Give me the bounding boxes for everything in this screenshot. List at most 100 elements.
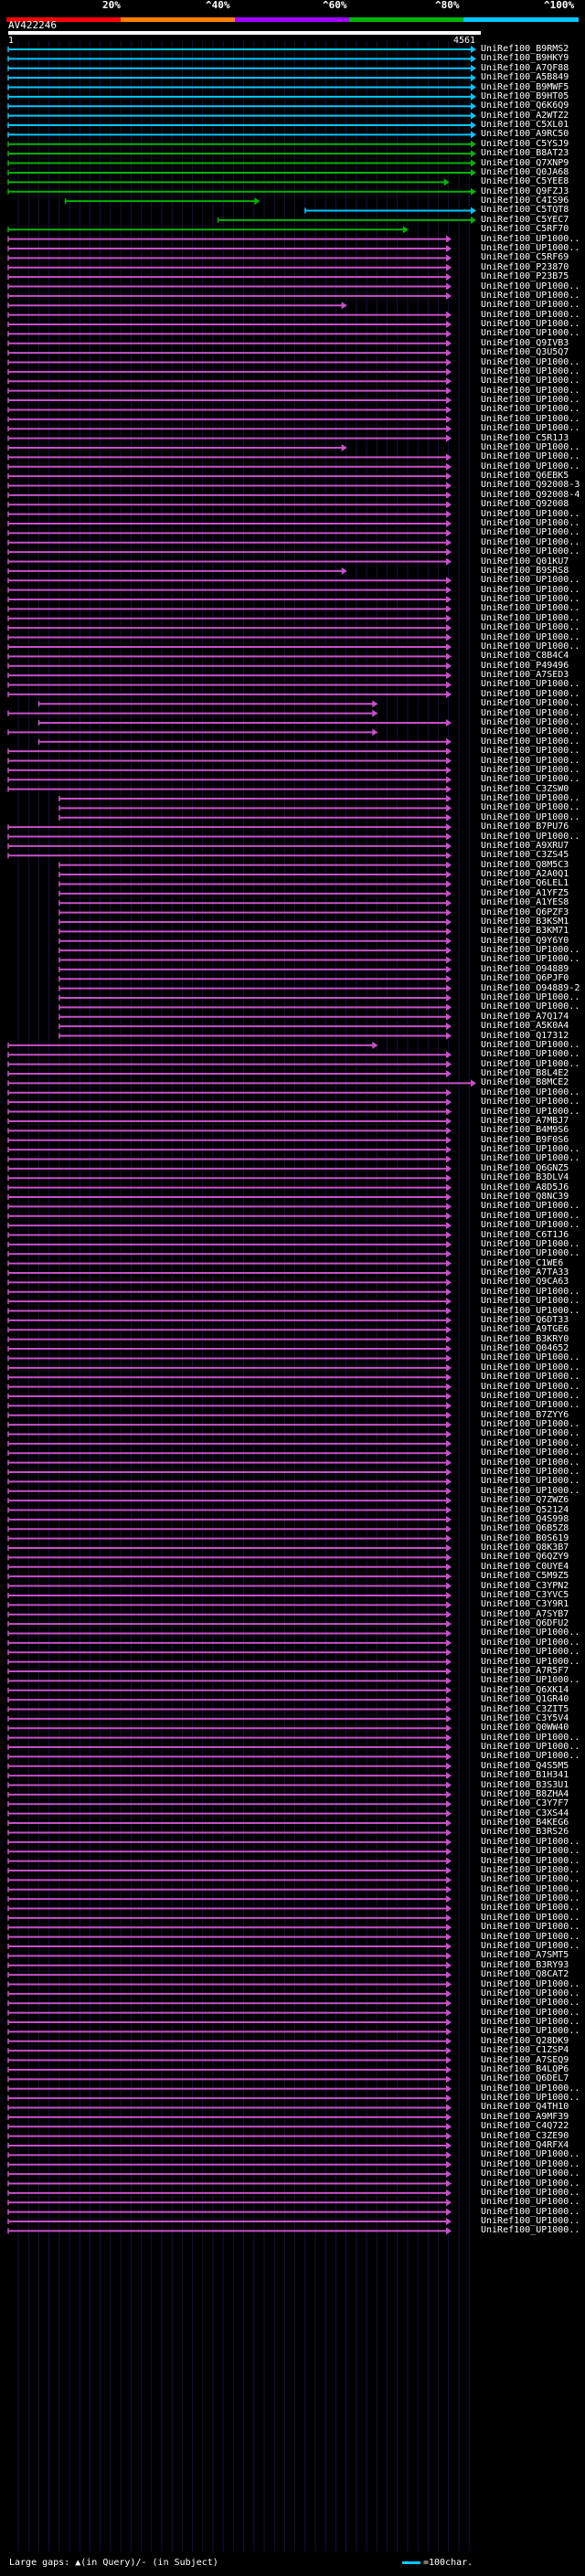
- hit-label[interactable]: UniRef100_A9TGE6: [481, 1324, 569, 1335]
- hit-label[interactable]: UniRef100_B8AT23: [481, 148, 569, 159]
- hit-label[interactable]: UniRef100_A9XRU7: [481, 840, 569, 851]
- hit-label[interactable]: UniRef100_UP1000..: [481, 1049, 580, 1060]
- hit-label[interactable]: UniRef100_Q8CAT2: [481, 1969, 569, 1980]
- hit-label[interactable]: UniRef100_UP1000..: [481, 716, 580, 727]
- hit-label[interactable]: UniRef100_Q8M5C3: [481, 859, 569, 870]
- hit-label[interactable]: UniRef100_A7QF88: [481, 62, 569, 73]
- hit-label[interactable]: UniRef100_UP1000..: [481, 1390, 580, 1401]
- hit-label[interactable]: UniRef100_UP1000..: [481, 1296, 580, 1307]
- hit-label[interactable]: UniRef100_Q6PZF3: [481, 906, 569, 917]
- hit-label[interactable]: UniRef100_Q28DK9: [481, 2035, 569, 2046]
- hit-label[interactable]: UniRef100_Q4S5M5: [481, 1760, 569, 1771]
- hit-label[interactable]: UniRef100_UP1000..: [481, 1627, 580, 1638]
- hit-label[interactable]: UniRef100_UP1000..: [481, 233, 580, 244]
- hit-label[interactable]: UniRef100_C3ZE90: [481, 2130, 569, 2141]
- hit-label[interactable]: UniRef100_UP1000..: [481, 1912, 580, 1923]
- hit-label[interactable]: UniRef100_UP1000..: [481, 2083, 580, 2094]
- hit-label[interactable]: UniRef100_A7SMT5: [481, 1950, 569, 1961]
- hit-label[interactable]: UniRef100_UP1000..: [481, 281, 580, 292]
- hit-label[interactable]: UniRef100_B8ZHA4: [481, 1788, 569, 1799]
- hit-label[interactable]: UniRef100_UP1000..: [481, 992, 580, 1002]
- hit-label[interactable]: UniRef100_A7SEQ9: [481, 2054, 569, 2065]
- hit-label[interactable]: UniRef100_UP1000..: [481, 1305, 580, 1316]
- hit-label[interactable]: UniRef100_C5TQT8: [481, 205, 569, 216]
- hit-label[interactable]: UniRef100_B4LQP6: [481, 2063, 569, 2074]
- hit-label[interactable]: UniRef100_B7PU76: [481, 822, 569, 832]
- hit-label[interactable]: UniRef100_UP1000..: [481, 1998, 580, 2009]
- hit-label[interactable]: UniRef100_A7SED3: [481, 670, 569, 681]
- hit-label[interactable]: UniRef100_B3RS26: [481, 1827, 569, 1838]
- hit-label[interactable]: UniRef100_C3Y9R1: [481, 1599, 569, 1610]
- hit-label[interactable]: UniRef100_UP1000..: [481, 1855, 580, 1866]
- hit-label[interactable]: UniRef100_UP1000..: [481, 2168, 580, 2179]
- hit-label[interactable]: UniRef100_Q7XNP9: [481, 157, 569, 168]
- hit-label[interactable]: UniRef100_B9F0S6: [481, 1134, 569, 1145]
- hit-label[interactable]: UniRef100_B9HKY9: [481, 53, 569, 64]
- hit-label[interactable]: UniRef100_C5RF70: [481, 224, 569, 235]
- hit-label[interactable]: UniRef100_A8D5J6: [481, 1182, 569, 1193]
- hit-label[interactable]: UniRef100_Q6GNZ5: [481, 1162, 569, 1173]
- hit-label[interactable]: UniRef100_Q6B5Z8: [481, 1523, 569, 1534]
- hit-label[interactable]: UniRef100_P23870: [481, 261, 569, 272]
- hit-label[interactable]: UniRef100_Q17312: [481, 1030, 569, 1041]
- hit-label[interactable]: UniRef100_C3ZSW0: [481, 783, 569, 794]
- hit-label[interactable]: UniRef100_UP1000..: [481, 584, 580, 595]
- hit-label[interactable]: UniRef100_C3YPN2: [481, 1580, 569, 1591]
- hit-label[interactable]: UniRef100_Q92008-4: [481, 489, 580, 500]
- hit-label[interactable]: UniRef100_UP1000..: [481, 1846, 580, 1857]
- hit-label[interactable]: UniRef100_A2A0Q1: [481, 869, 569, 880]
- hit-label[interactable]: UniRef100_UP1000..: [481, 1210, 580, 1221]
- hit-label[interactable]: UniRef100_Q4TH10: [481, 2102, 569, 2113]
- hit-label[interactable]: UniRef100_UP1000..: [481, 1419, 580, 1430]
- hit-label[interactable]: UniRef100_UP1000..: [481, 831, 580, 842]
- hit-label[interactable]: UniRef100_B9SRS8: [481, 565, 569, 576]
- hit-label[interactable]: UniRef100_Q0JA68: [481, 166, 569, 177]
- hit-label[interactable]: UniRef100_B8MCE2: [481, 1077, 569, 1088]
- hit-label[interactable]: UniRef100_UP1000..: [481, 1362, 580, 1373]
- hit-label[interactable]: UniRef100_A7MBJ7: [481, 1115, 569, 1126]
- hit-label[interactable]: UniRef100_UP1000..: [481, 441, 580, 452]
- hit-label[interactable]: UniRef100_UP1000..: [481, 1874, 580, 1885]
- hit-label[interactable]: UniRef100_P23B75: [481, 271, 569, 282]
- hit-label[interactable]: UniRef100_UP1000..: [481, 1978, 580, 1989]
- hit-label[interactable]: UniRef100_B0S619: [481, 1532, 569, 1543]
- hit-label[interactable]: UniRef100_Q6DEL7: [481, 2073, 569, 2084]
- hit-label[interactable]: UniRef100_B3S3U1: [481, 1779, 569, 1790]
- hit-label[interactable]: UniRef100_C5YSJ9: [481, 138, 569, 149]
- hit-label[interactable]: UniRef100_C3Y5V4: [481, 1712, 569, 1723]
- hit-label[interactable]: UniRef100_UP1000..: [481, 1675, 580, 1686]
- hit-label[interactable]: UniRef100_UP1000..: [481, 1922, 580, 1933]
- hit-label[interactable]: UniRef100_UP1000..: [481, 1238, 580, 1249]
- hit-label[interactable]: UniRef100_Q1GR40: [481, 1694, 569, 1705]
- hit-label[interactable]: UniRef100_Q6LEL1: [481, 878, 569, 889]
- hit-label[interactable]: UniRef100_UP1000..: [481, 1220, 580, 1231]
- hit-label[interactable]: UniRef100_UP1000..: [481, 945, 580, 956]
- hit-label[interactable]: UniRef100_UP1000..: [481, 546, 580, 557]
- hit-label[interactable]: UniRef100_C1ZSP4: [481, 2045, 569, 2056]
- hit-label[interactable]: UniRef100_UP1000..: [481, 612, 580, 623]
- hit-label[interactable]: UniRef100_UP1000..: [481, 1447, 580, 1458]
- hit-label[interactable]: UniRef100_C5YEE8: [481, 176, 569, 187]
- hit-label[interactable]: UniRef100_UP1000..: [481, 536, 580, 547]
- hit-label[interactable]: UniRef100_UP1000..: [481, 1931, 580, 1942]
- hit-label[interactable]: UniRef100_C5YEC7: [481, 214, 569, 225]
- hit-label[interactable]: UniRef100_B4M9S6: [481, 1125, 569, 1136]
- hit-label[interactable]: UniRef100_UP1000..: [481, 2197, 580, 2208]
- hit-label[interactable]: UniRef100_UP1000..: [481, 594, 580, 605]
- hit-label[interactable]: UniRef100_C8B4C4: [481, 651, 569, 662]
- hit-label[interactable]: UniRef100_UP1000..: [481, 1201, 580, 1212]
- hit-label[interactable]: UniRef100_UP1000..: [481, 1106, 580, 1117]
- hit-label[interactable]: UniRef100_UP1000..: [481, 1087, 580, 1097]
- hit-label[interactable]: UniRef100_UP1000..: [481, 2178, 580, 2189]
- hit-label[interactable]: UniRef100_UP1000..: [481, 309, 580, 320]
- hit-label[interactable]: UniRef100_UP1000..: [481, 2026, 580, 2037]
- hit-label[interactable]: UniRef100_A1YFZ5: [481, 887, 569, 898]
- hit-label[interactable]: UniRef100_C3ZS45: [481, 850, 569, 861]
- hit-label[interactable]: UniRef100_UP1000..: [481, 1286, 580, 1297]
- hit-label[interactable]: UniRef100_UP1000..: [481, 385, 580, 396]
- hit-label[interactable]: UniRef100_B9RMS2: [481, 44, 569, 54]
- hit-label[interactable]: UniRef100_UP1000..: [481, 698, 580, 709]
- hit-label[interactable]: UniRef100_UP1000..: [481, 1002, 580, 1012]
- hit-label[interactable]: UniRef100_UP1000..: [481, 1637, 580, 1648]
- hit-label[interactable]: UniRef100_UP1000..: [481, 1647, 580, 1658]
